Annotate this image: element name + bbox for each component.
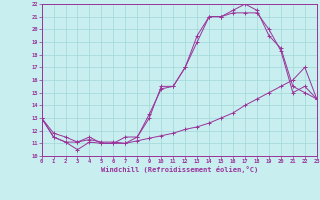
- X-axis label: Windchill (Refroidissement éolien,°C): Windchill (Refroidissement éolien,°C): [100, 166, 258, 173]
